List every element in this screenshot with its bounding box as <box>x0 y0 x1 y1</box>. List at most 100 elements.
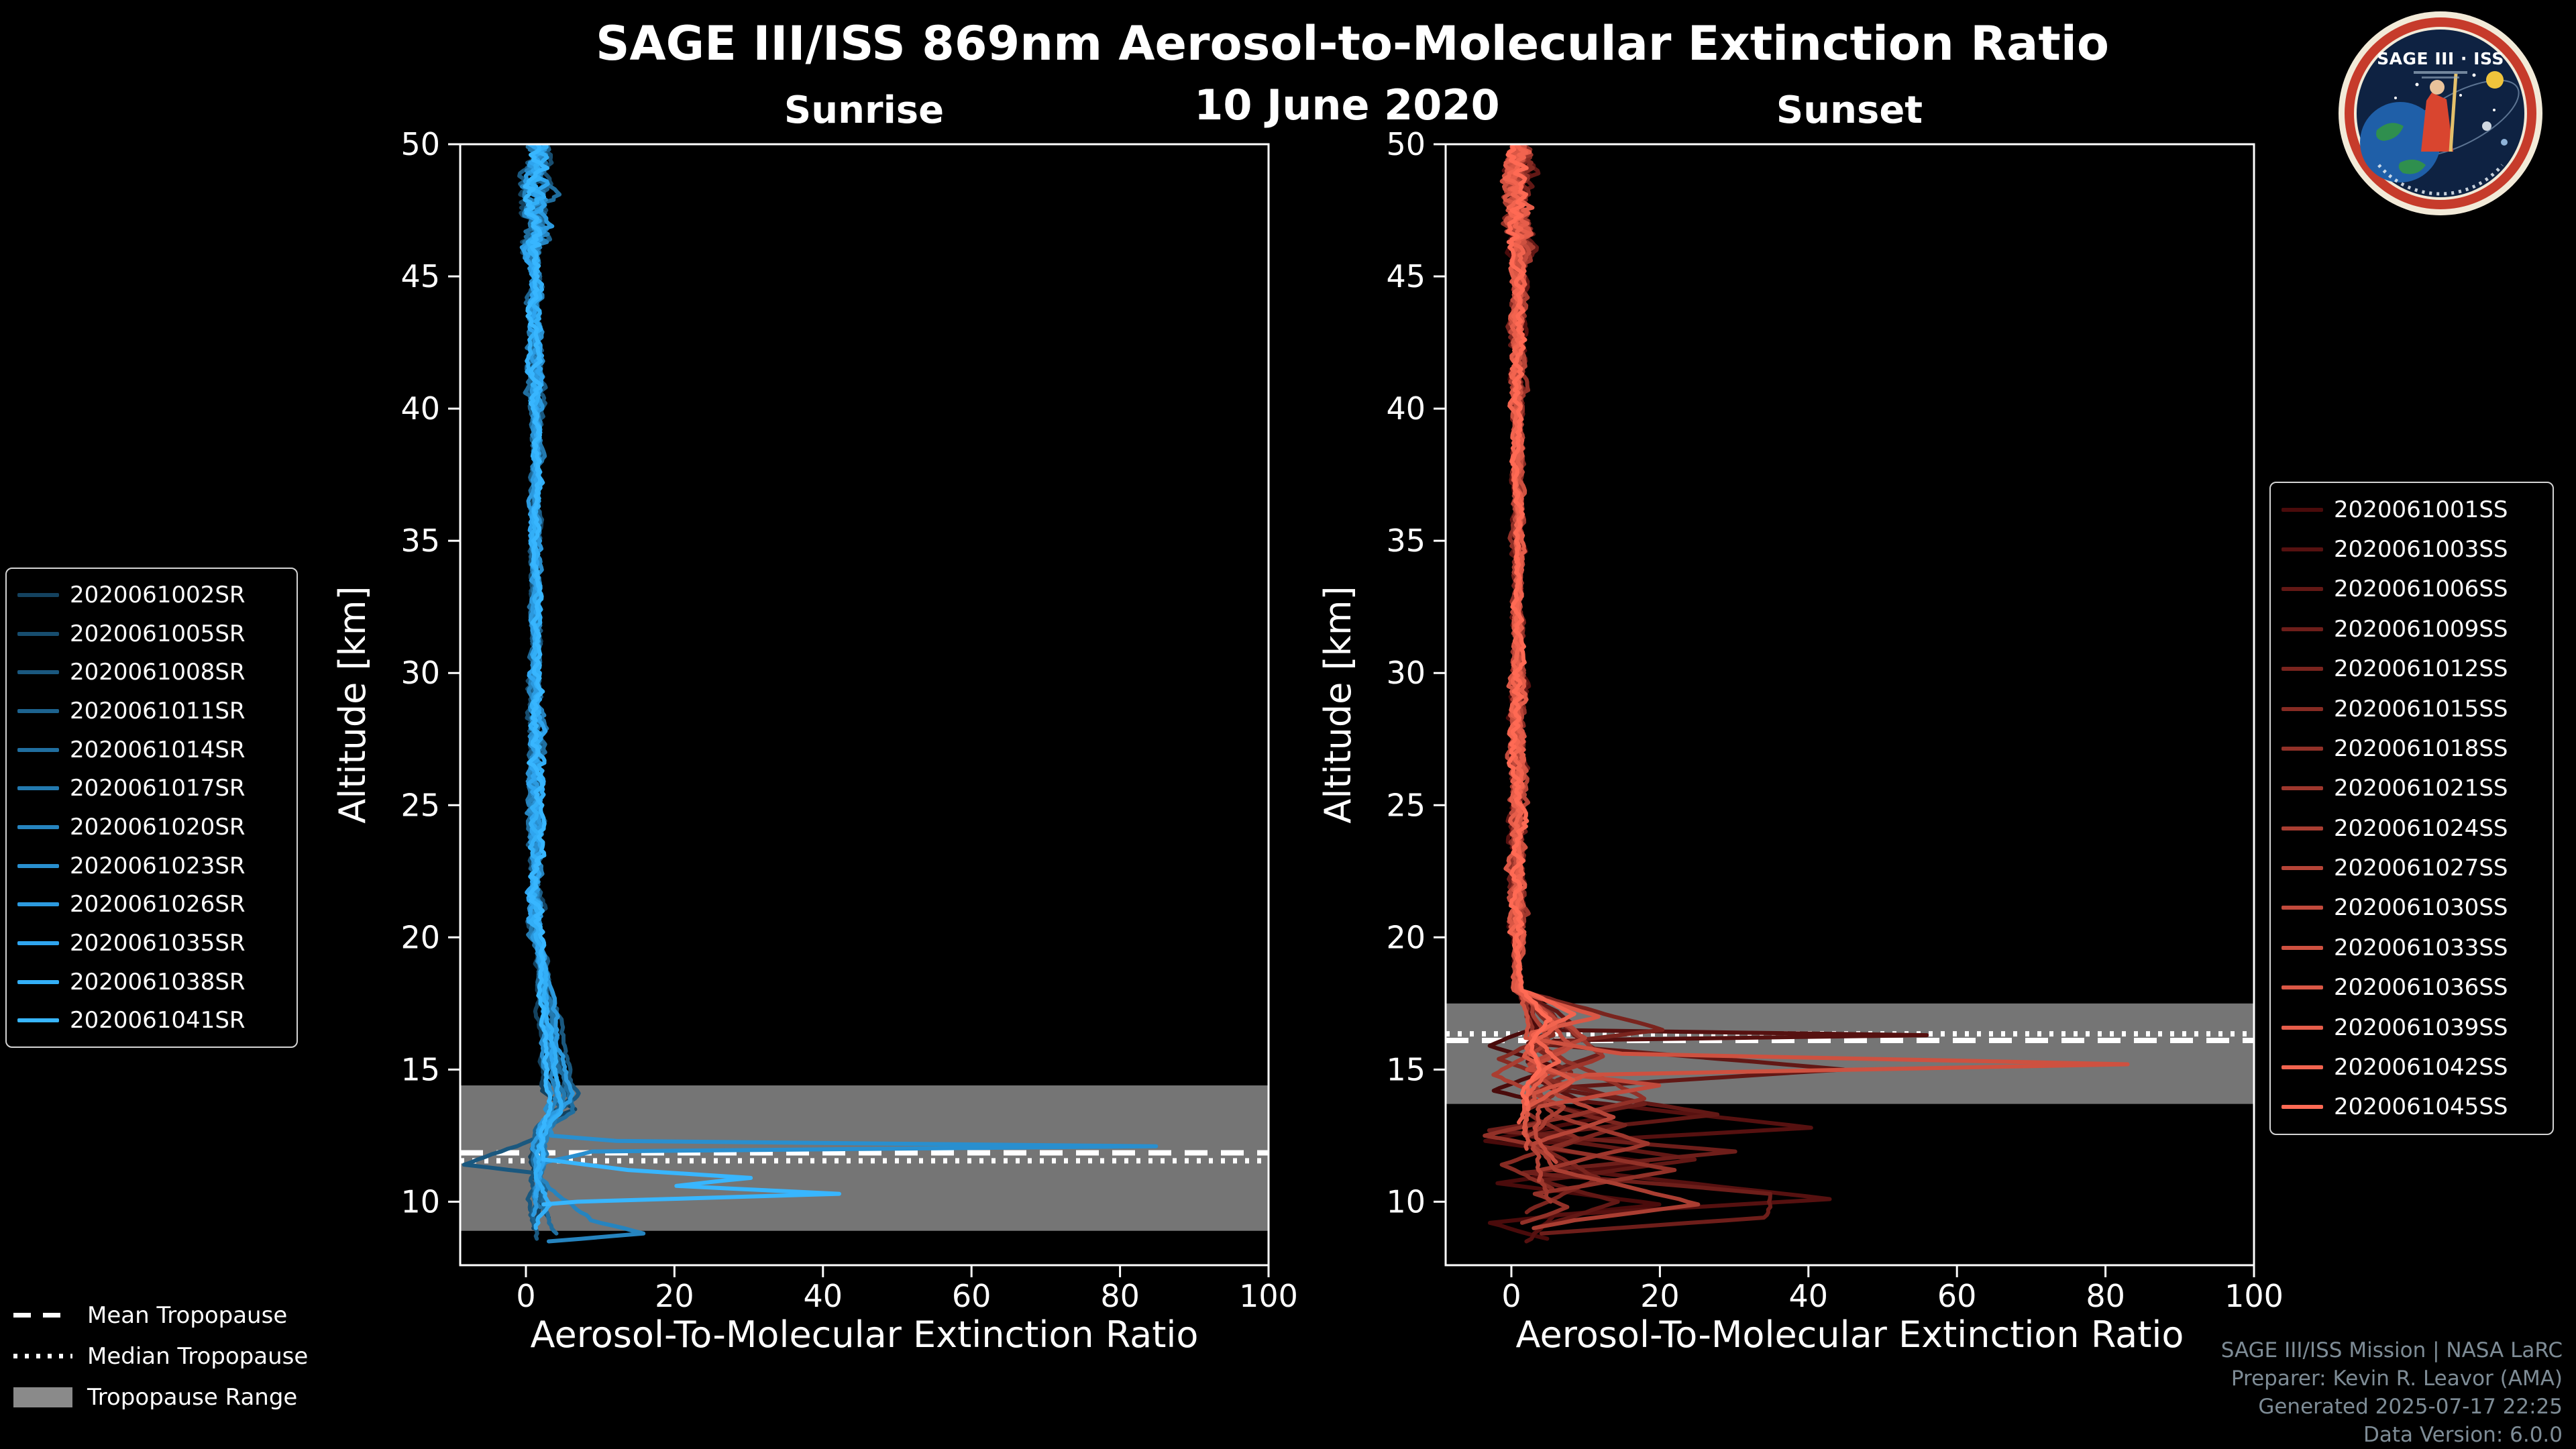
legend-line-swatch <box>17 902 59 907</box>
x-tick-label: 60 <box>1937 1278 1977 1314</box>
legend-line-swatch <box>2282 507 2323 512</box>
legend-item: 2020061035SR <box>17 924 286 963</box>
legend-item: 2020061003SS <box>2282 529 2542 569</box>
legend-label: 2020061041SR <box>70 1007 246 1034</box>
legend-line-swatch <box>17 1018 59 1023</box>
logo-earth-land <box>2398 159 2426 174</box>
legend-item: 2020061018SS <box>2282 729 2542 768</box>
legend-item: 2020061023SR <box>17 847 286 885</box>
legend-item: 2020061006SS <box>2282 570 2542 609</box>
x-tick-label: 0 <box>1501 1278 1521 1314</box>
y-tick-label: 40 <box>400 390 440 427</box>
legend-label: 2020061030SS <box>2334 894 2508 922</box>
legend-line-swatch <box>17 863 59 868</box>
legend-label: 2020061045SS <box>2334 1093 2508 1121</box>
legend-label: 2020061027SS <box>2334 855 2508 882</box>
legend-label: 2020061021SS <box>2334 775 2508 802</box>
credits-block: SAGE III/ISS Mission | NASA LaRC Prepare… <box>2221 1336 2563 1449</box>
logo-sage-head <box>2430 80 2445 95</box>
y-tick-label: 50 <box>1386 126 1426 162</box>
legend-line-swatch <box>2282 746 2323 751</box>
logo-sun-icon <box>2486 71 2504 89</box>
logo-subtitle-mark <box>2414 71 2467 74</box>
legend-line-swatch <box>2282 906 2323 910</box>
sunset-event-legend: 2020061001SS 2020061003SS 2020061006SS 2020… <box>2269 482 2554 1135</box>
x-tick-label: 80 <box>2086 1278 2125 1314</box>
y-tick-label: 10 <box>1386 1183 1426 1220</box>
logo-title: SAGE III · ISS <box>2377 49 2504 68</box>
legend-line-swatch <box>17 670 59 675</box>
sunset-panel-title: Sunset <box>1776 89 1923 132</box>
legend-item: 2020061001SS <box>2282 490 2542 529</box>
sage-iii-iss-badge: SAGE III · ISS <box>2339 11 2542 215</box>
legend-line-swatch <box>17 979 59 984</box>
credit-line-mission: SAGE III/ISS Mission | NASA LaRC <box>2220 1338 2563 1362</box>
legend-label: 2020061018SS <box>2334 735 2508 762</box>
legend-label: 2020061003SS <box>2334 536 2508 564</box>
plot-frame <box>459 143 1270 1267</box>
legend-label: 2020061026SR <box>70 891 246 918</box>
legend-label: 2020061038SR <box>70 968 246 996</box>
legend-line-swatch <box>2282 866 2323 871</box>
x-tick-label: 20 <box>1640 1278 1680 1314</box>
y-tick-label: 30 <box>400 655 440 691</box>
y-tick-label: 45 <box>400 258 440 294</box>
y-axis-label: Altitude [km] <box>1317 586 1359 823</box>
legend-line-swatch <box>2282 547 2323 552</box>
legend-item: 2020061005SR <box>17 614 286 653</box>
legend-line-swatch <box>2282 667 2323 672</box>
logo-planet-icon <box>2501 139 2508 146</box>
legend-line-swatch <box>17 631 59 636</box>
y-tick-label: 40 <box>1386 390 1426 427</box>
legend-item: 2020061017SR <box>17 769 286 808</box>
legend-line-swatch <box>2282 1025 2323 1030</box>
legend-line-swatch <box>2282 985 2323 990</box>
profile-2020061041SR <box>523 144 841 1207</box>
legend-label: 2020061039SS <box>2334 1014 2508 1041</box>
legend-label: 2020061035SR <box>70 929 246 957</box>
y-tick-label: 35 <box>1386 523 1426 559</box>
legend-label: 2020061005SR <box>70 620 246 647</box>
panel-sunrise: 0 20 40 60 80 100 10 15 20 25 30 35 40 45 50 Aerosol-To… <box>331 126 1298 1356</box>
legend-item: 2020061030SS <box>2282 888 2542 928</box>
legend-line-swatch <box>2282 627 2323 631</box>
y-tick-label: 15 <box>400 1051 440 1087</box>
legend-item: 2020061027SS <box>2282 848 2542 888</box>
logo-moon-icon <box>2482 121 2491 131</box>
x-axis-label: Aerosol-To-Molecular Extinction Ratio <box>1516 1313 2184 1356</box>
page-title: SAGE III/ISS 869nm Aerosol-to-Molecular … <box>596 16 2109 71</box>
legend-line-swatch <box>2282 706 2323 711</box>
legend-label: 2020061015SS <box>2334 695 2508 722</box>
logo-earth-land <box>2376 123 2404 141</box>
logo-star-icon <box>2472 73 2476 77</box>
legend-label: 2020061024SS <box>2334 814 2508 842</box>
legend-item: 2020061042SS <box>2282 1047 2542 1087</box>
legend-label: Median Tropopause <box>87 1342 309 1370</box>
x-tick-label: 80 <box>1100 1278 1140 1314</box>
logo-star-icon <box>2394 97 2397 99</box>
legend-label: 2020061017SR <box>70 775 246 802</box>
median-tropopause-legend-item: Median Tropopause <box>13 1336 308 1377</box>
panel-sunset: 0 20 40 60 80 100 10 15 20 25 30 35 40 45 50 Aerosol-To… <box>1317 126 2284 1356</box>
legend-label: 2020061009SS <box>2334 615 2508 643</box>
y-tick-label: 25 <box>400 787 440 823</box>
y-tick-label: 20 <box>1386 919 1426 955</box>
legend-item: 2020061039SS <box>2282 1008 2542 1047</box>
x-tick-label: 40 <box>804 1278 843 1314</box>
legend-item: 2020061036SS <box>2282 968 2542 1008</box>
y-tick-label: 15 <box>1386 1051 1426 1087</box>
legend-label: 2020061023SR <box>70 852 246 879</box>
legend-line-swatch <box>2282 826 2323 830</box>
legend-item: 2020061012SS <box>2282 649 2542 689</box>
legend-label: Tropopause Range <box>87 1383 298 1411</box>
legend-line-swatch <box>2282 945 2323 950</box>
legend-item: 2020061038SR <box>17 963 286 1002</box>
y-tick-label: 20 <box>400 919 440 955</box>
sunrise-event-legend: 2020061002SR 2020061005SR 2020061008SR 2020… <box>5 568 298 1048</box>
legend-line-swatch <box>17 941 59 945</box>
legend-line-swatch <box>17 592 59 597</box>
legend-label: Mean Tropopause <box>87 1301 288 1329</box>
legend-item: 2020061002SR <box>17 576 286 614</box>
legend-item: 2020061020SR <box>17 808 286 847</box>
legend-line-swatch <box>17 824 59 829</box>
